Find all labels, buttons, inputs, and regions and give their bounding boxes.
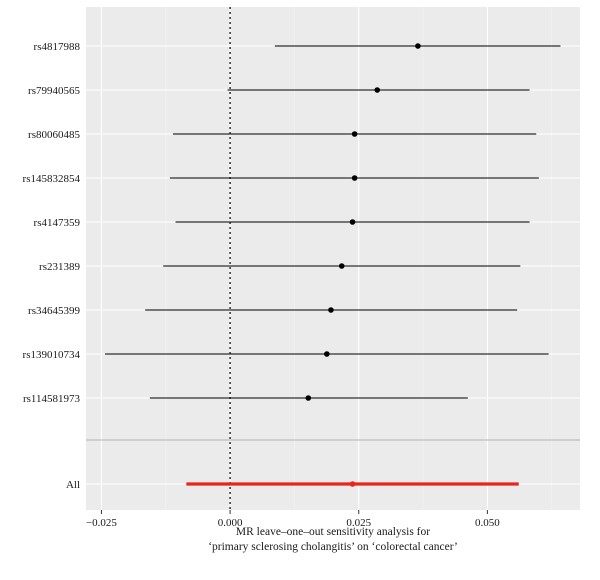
snp-rows: rs4817988 rs79940565 rs80060485 rs145832854… [23, 41, 561, 405]
snp-row: rs145832854 [23, 173, 539, 185]
point-estimate [305, 395, 312, 401]
x-axis: −0.025 0.000 0.025 0.050 [86, 510, 500, 529]
snp-row: rs4817988 [34, 41, 561, 53]
x-tick-label: −0.025 [86, 517, 117, 529]
point-estimate [351, 175, 358, 181]
snp-label: rs80060485 [28, 129, 80, 141]
snp-row: rs139010734 [23, 349, 549, 361]
snp-label: rs79940565 [28, 85, 80, 97]
snp-label: rs34645399 [28, 305, 80, 317]
x-tick-label: 0.050 [475, 517, 500, 529]
point-estimate [415, 43, 421, 49]
overall-point-estimate [349, 481, 356, 487]
snp-row: rs231389 [39, 261, 521, 273]
snp-label: rs4817988 [34, 41, 81, 53]
snp-label: rs145832854 [23, 173, 81, 185]
point-estimate [324, 351, 330, 357]
plot-panel [86, 7, 580, 510]
point-estimate [328, 307, 334, 313]
snp-row: rs80060485 [28, 129, 537, 141]
overall-row: All [66, 479, 519, 491]
x-tick-label: 0.025 [346, 517, 371, 529]
snp-row: rs34645399 [28, 305, 518, 317]
overall-label: All [66, 479, 80, 491]
point-estimate [374, 87, 381, 93]
point-estimate [349, 219, 356, 225]
snp-label: rs114581973 [23, 393, 81, 405]
x-axis-title-line1: MR leave–one–out sensitivity analysis fo… [236, 526, 430, 538]
snp-label: rs231389 [39, 261, 80, 273]
point-estimate [351, 131, 358, 137]
snp-row: rs114581973 [23, 393, 468, 405]
snp-label: rs4147359 [34, 217, 81, 229]
x-axis-title-line2: ‘primary sclerosing cholangitis’ on ‘col… [208, 541, 458, 553]
point-estimate [338, 263, 345, 269]
x-tick-label: 0.000 [218, 517, 243, 529]
snp-row: rs4147359 [34, 217, 530, 229]
snp-label: rs139010734 [23, 349, 81, 361]
snp-row: rs79940565 [28, 85, 530, 97]
